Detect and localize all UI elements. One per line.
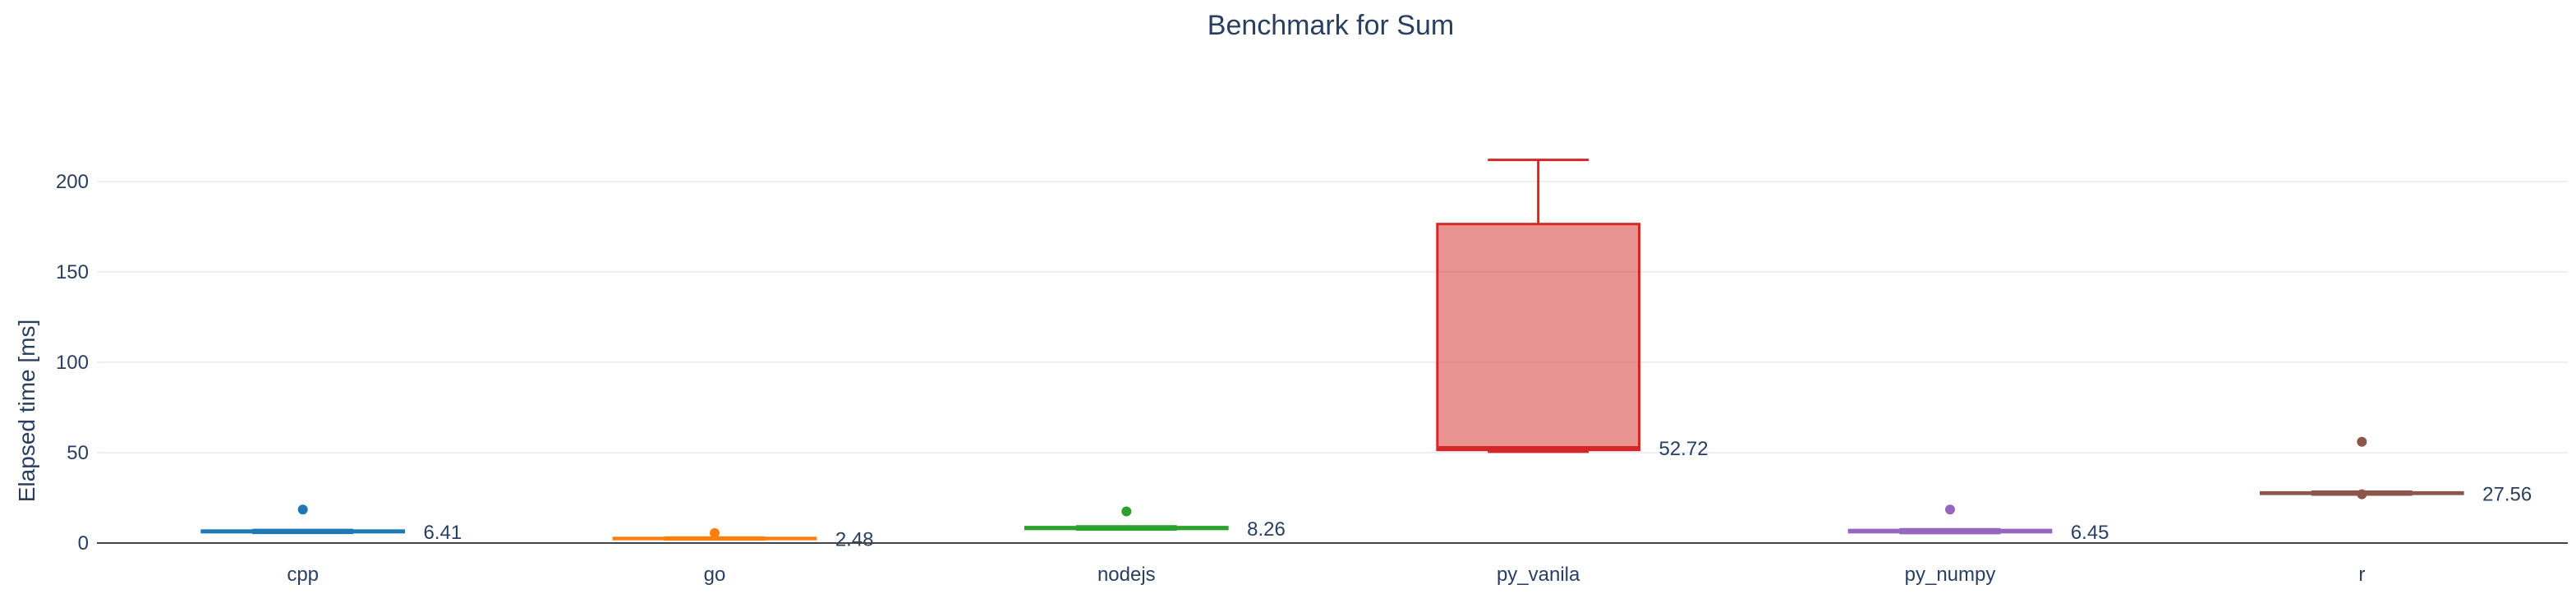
box-group-r: 27.56: [2260, 436, 2532, 505]
box-group-py_numpy: 6.45: [1847, 504, 2109, 544]
outlier-point: [297, 504, 308, 515]
outlier-point: [1121, 506, 1132, 517]
axis-layer: 0 50 100 150 200 cpp go nodejs py_vanila py_numpy…: [56, 171, 2568, 586]
outlier-point: [2357, 436, 2367, 447]
y-tick-label: 100: [56, 352, 89, 374]
box-group-go: 2.48: [612, 527, 874, 551]
outlier-point: [1945, 504, 1955, 515]
box-group-cpp: 6.41: [200, 504, 462, 544]
boxes-layer: 6.41 2.48 8.26 52.72 6.45 27.56: [200, 159, 2532, 551]
median-label-go: 2.48: [835, 529, 874, 551]
box-group-nodejs: 8.26: [1024, 506, 1286, 541]
x-tick-label-py_vanila: py_vanila: [1497, 564, 1580, 586]
median-label-r: 27.56: [2482, 483, 2532, 505]
x-tick-label-nodejs: nodejs: [1097, 564, 1156, 586]
median-label-py_numpy: 6.45: [2071, 522, 2109, 544]
x-tick-label-py_numpy: py_numpy: [1905, 564, 1996, 586]
median-label-py_vanila: 52.72: [1658, 438, 1708, 460]
x-tick-label-cpp: cpp: [287, 564, 319, 586]
outlier-point: [710, 527, 720, 538]
y-tick-label: 0: [78, 532, 89, 555]
median-label-nodejs: 8.26: [1247, 518, 1286, 541]
box-group-py_vanila: 52.72: [1436, 159, 1709, 460]
y-tick-label: 50: [67, 442, 89, 464]
grid-layer: [97, 181, 2568, 453]
y-tick-label: 150: [56, 261, 89, 283]
box-py_vanila: [1436, 223, 1640, 452]
y-tick-label: 200: [56, 171, 89, 193]
x-tick-label-go: go: [704, 564, 726, 586]
y-axis-title: Elapsed time [ms]: [14, 320, 39, 503]
outlier-point: [2357, 489, 2367, 499]
x-tick-label-r: r: [2358, 564, 2365, 586]
median-label-cpp: 6.41: [423, 522, 462, 544]
chart-title: Benchmark for Sum: [1208, 10, 1454, 41]
